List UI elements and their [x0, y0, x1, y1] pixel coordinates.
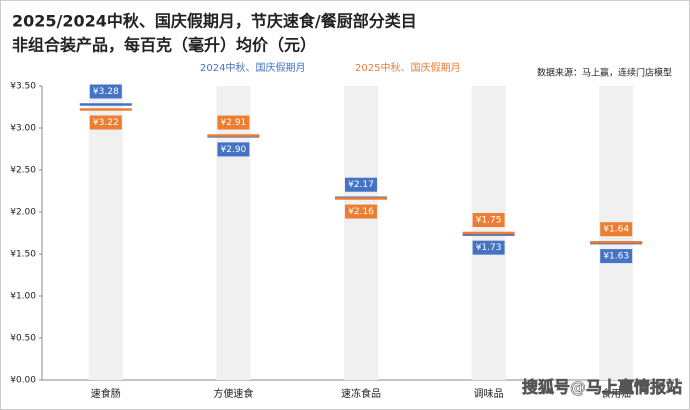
x-tick-label: 速冻食品: [341, 387, 381, 400]
label-box: [89, 84, 122, 99]
chart-title: 2025/2024中秋、国庆假期月，节庆速食/餐厨部分类目: [12, 12, 417, 31]
value-label: ¥3.22: [93, 118, 119, 128]
value-label: ¥1.75: [476, 216, 502, 226]
value-label: ¥1.73: [476, 243, 502, 253]
y-tick-label: ¥0.00: [10, 376, 36, 386]
label-box: [600, 222, 633, 237]
label-box: [89, 115, 122, 130]
y-tick-label: ¥3.00: [10, 124, 36, 134]
value-label: ¥1.64: [603, 225, 629, 235]
label-box: [472, 213, 505, 227]
value-label: ¥1.63: [603, 252, 629, 262]
x-tick-label: 速食肠: [91, 387, 121, 400]
band: [344, 86, 378, 380]
legend-entry: 2025中秋、国庆假期月: [355, 61, 460, 74]
label-box: [600, 249, 633, 264]
band: [216, 86, 251, 380]
label-box: [217, 115, 250, 130]
source: 数据来源：马上赢，连续门店模型: [537, 67, 672, 79]
value-label: ¥2.17: [348, 180, 374, 190]
x-tick-label: 调味品: [474, 388, 504, 400]
value-label: ¥2.91: [221, 118, 247, 128]
y-tick-label: ¥1.50: [10, 250, 36, 260]
y-tick-label: ¥2.50: [10, 166, 36, 176]
label-box: [345, 177, 377, 192]
value-label: ¥2.90: [221, 145, 247, 155]
chart-subtitle: 非组合装产品，每百克（毫升）均价（元）: [12, 36, 316, 55]
y-tick-label: ¥2.00: [10, 208, 36, 218]
y-tick-label: ¥1.00: [10, 292, 36, 302]
label-box: [217, 142, 250, 157]
legend-entry: 2024中秋、国庆假期月: [200, 61, 305, 74]
label-box: [472, 240, 505, 255]
x-tick-label: 食用油: [601, 387, 631, 400]
watermark: 搜狐号@马上赢情报站: [522, 378, 682, 397]
value-label: ¥2.16: [348, 207, 374, 217]
label-box: [345, 204, 377, 219]
band: [88, 86, 123, 380]
y-tick-label: ¥0.50: [10, 334, 36, 344]
x-tick-label: 方便速食: [213, 387, 253, 400]
y-tick-label: ¥3.50: [10, 82, 36, 92]
value-label: ¥3.28: [93, 87, 119, 97]
